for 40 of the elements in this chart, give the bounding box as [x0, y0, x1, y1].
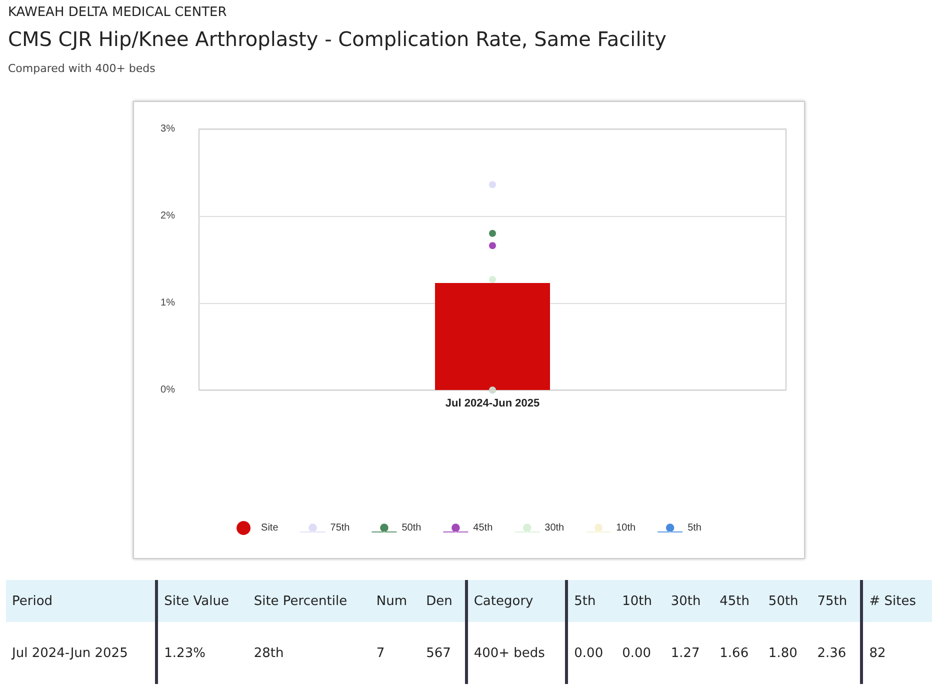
text: 10th [622, 594, 652, 608]
text: 82 [862, 622, 932, 684]
text: 0.00 [566, 622, 616, 684]
chart-title: CMS CJR Hip/Knee Arthroplasty - Complication Rate, Same Facility [8, 27, 667, 51]
text: Site Percentile [248, 580, 370, 622]
text: 0.00 [621, 644, 652, 662]
category-label: Jul 2024-Jun 2025 [12, 646, 128, 660]
text: 5th [574, 594, 596, 608]
text: 50th [768, 594, 798, 608]
text: Num [370, 580, 420, 622]
y-tick-label: 3% [160, 124, 176, 134]
text: Site Value [156, 580, 248, 622]
text: 1.23% [156, 622, 248, 684]
text: Category [466, 580, 567, 622]
text: 1.27 [670, 644, 701, 662]
legend-label: 75th [330, 522, 350, 534]
text: 1.80 [767, 644, 798, 662]
legend-label: 10th [616, 522, 636, 534]
y-tick-label: 2% [160, 210, 176, 222]
text: 1.66 [718, 644, 750, 662]
legend-label: 45th [473, 522, 493, 534]
legend-label: Site [261, 522, 279, 534]
text: 28th [252, 644, 285, 662]
text: 2.36 [816, 644, 848, 662]
text: 30th [670, 594, 701, 608]
text: KAWEAH DELTA MEDICAL CENTER [8, 5, 227, 20]
text: 45th [720, 594, 750, 608]
text: Period [6, 580, 157, 622]
text: # Sites [862, 580, 932, 622]
text: 400+ beds [466, 622, 567, 684]
y-tick-label: 1% [160, 298, 176, 308]
text: 7 [375, 644, 386, 662]
text: 567 [425, 644, 452, 662]
text: 75th [817, 594, 848, 608]
text: Compared with 400+ beds [8, 62, 156, 75]
text: Den [420, 580, 466, 622]
legend-label: 5th [688, 522, 702, 534]
y-tick-label: 0% [160, 384, 176, 396]
legend-label: 30th [544, 522, 564, 534]
legend-label: 50th [402, 522, 422, 534]
